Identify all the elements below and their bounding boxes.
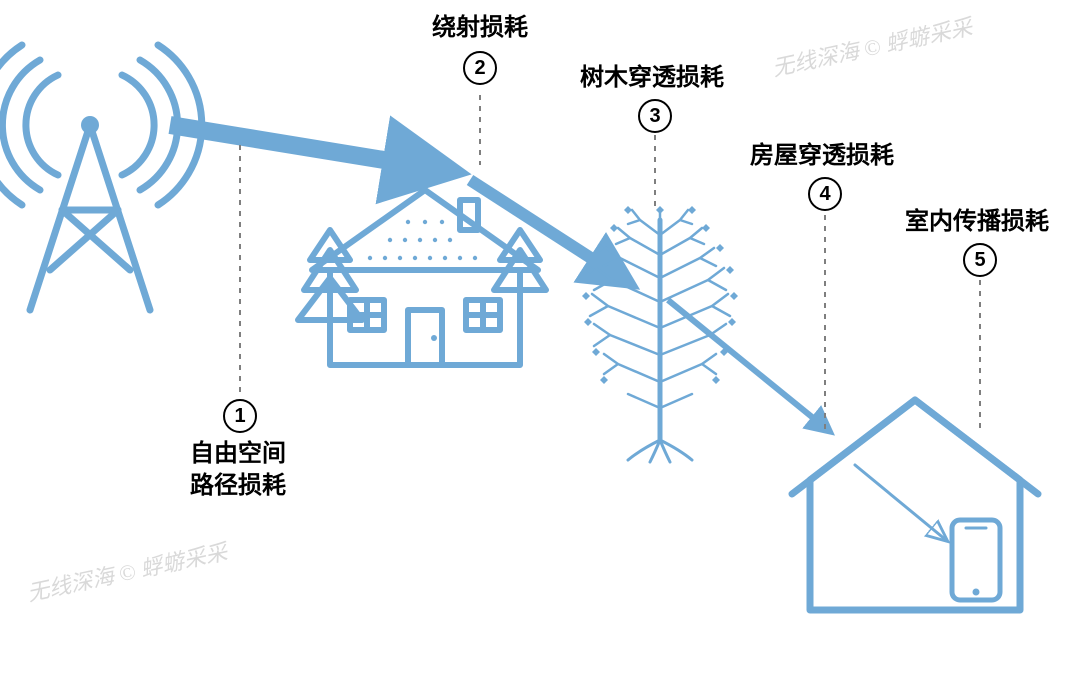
label-1-line2: 路径损耗 bbox=[190, 470, 286, 501]
number-3: 3 bbox=[635, 98, 675, 133]
cell-tower-icon bbox=[0, 45, 202, 310]
number-1: 1 bbox=[220, 398, 260, 433]
label-5: 室内传播损耗 bbox=[905, 206, 1049, 237]
label-3: 树木穿透损耗 bbox=[580, 62, 724, 93]
number-5: 5 bbox=[960, 242, 1000, 277]
label-1-line1: 自由空间 bbox=[190, 438, 286, 469]
label-2: 绕射损耗 bbox=[432, 12, 528, 43]
number-2: 2 bbox=[460, 50, 500, 85]
house1-icon bbox=[298, 190, 546, 365]
house2-icon bbox=[792, 400, 1038, 610]
signal-arrow-1 bbox=[170, 125, 445, 170]
signal-arrow-3 bbox=[668, 300, 828, 430]
label-4: 房屋穿透损耗 bbox=[750, 140, 894, 171]
number-4: 4 bbox=[805, 176, 845, 211]
signal-arrow-2 bbox=[470, 180, 625, 280]
diagram-stage: 绕射损耗 2 树木穿透损耗 3 房屋穿透损耗 4 室内传播损耗 5 1 自由空间… bbox=[0, 0, 1080, 676]
